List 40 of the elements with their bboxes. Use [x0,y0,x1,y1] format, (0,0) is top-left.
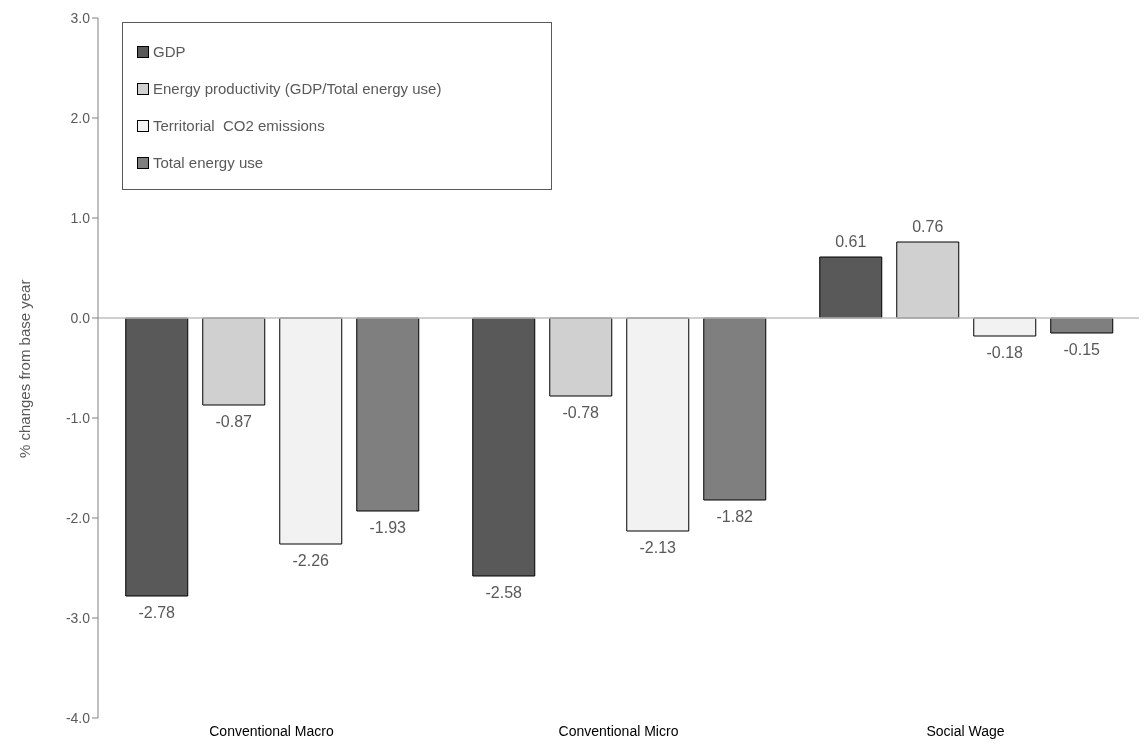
bar [279,317,343,545]
data-label: -2.13 [639,539,677,556]
data-label: -1.93 [369,519,407,536]
x-tick-label: Conventional Micro [558,722,679,739]
legend-label: GDP [153,43,186,60]
data-label: -0.15 [1063,341,1101,358]
data-label: -2.26 [292,552,330,569]
y-tick-label: 1.0 [70,209,91,226]
bar [549,317,613,397]
data-label: -0.78 [562,404,600,421]
bar [973,317,1037,337]
bar [703,317,767,501]
bar [1050,317,1114,334]
bar [202,317,266,406]
y-tick-label: -4.0 [65,709,91,726]
bar [472,317,536,577]
y-tick-label: -1.0 [65,409,91,426]
y-tick-label: 2.0 [70,109,91,126]
data-label: -0.18 [986,344,1024,361]
bar [356,317,420,512]
legend-label: Total energy use [153,154,264,171]
y-tick-label: -2.0 [65,509,91,526]
data-label: -2.58 [485,584,523,601]
data-label: -0.87 [215,413,253,430]
y-tick-label: 0.0 [70,309,91,326]
y-tick-label: 3.0 [70,9,91,26]
legend-label: Territorial CO2 emissions [153,117,325,134]
x-tick-label: Conventional Macro [209,722,334,739]
bar [125,317,189,597]
data-label: -2.78 [138,604,176,621]
bar [896,241,960,319]
data-label: 0.61 [835,233,867,250]
y-axis-title: % changes from base year [16,279,34,458]
bar [626,317,690,532]
legend-label: Energy productivity (GDP/Total energy use) [153,80,442,97]
x-tick-label: Social Wage [926,722,1005,739]
bar [819,256,883,319]
data-label: 0.76 [912,218,944,235]
data-label: -1.82 [716,508,754,525]
y-tick-label: -3.0 [65,609,91,626]
